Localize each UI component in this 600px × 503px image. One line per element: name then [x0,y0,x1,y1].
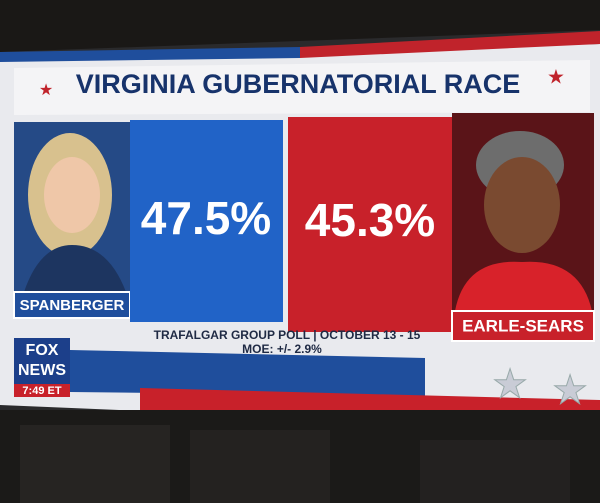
result: 45.3% [305,194,435,246]
logo-text: NEWS [18,362,66,379]
seat [420,440,570,503]
time: 7:49 ET [22,385,61,397]
title-bar [14,60,590,115]
face [44,157,100,233]
name-tag [13,291,131,319]
candidate-name: SPANBERGER [20,297,125,314]
title: VIRGINIA GUBERNATORIAL RACE [76,69,521,99]
face [484,157,560,253]
candidate-name: EARLE-SEARS [462,316,584,335]
shoulders [24,245,126,292]
seat [190,430,330,503]
shoulders [455,261,592,311]
top-stripe-blue [0,47,300,62]
star: ★ [39,82,53,99]
result-panel-red [288,117,452,332]
poll-source: TRAFALGAR GROUP POLL | OCTOBER 13 - 15 [154,328,421,342]
top-stripe-red [300,31,600,58]
time-box [14,384,70,397]
lower-bar-blue [70,350,425,396]
logo-text: FOX [26,342,59,359]
star: ★ [492,363,528,407]
logo-box [14,338,70,384]
margin-of-error: MOE: +/- 2.9% [242,342,322,356]
name-tag [451,310,595,342]
result: 47.5% [141,192,271,244]
star: ★ [547,66,565,88]
result-panel-blue [130,120,283,322]
seat [20,425,170,503]
star: ★ [552,369,588,413]
